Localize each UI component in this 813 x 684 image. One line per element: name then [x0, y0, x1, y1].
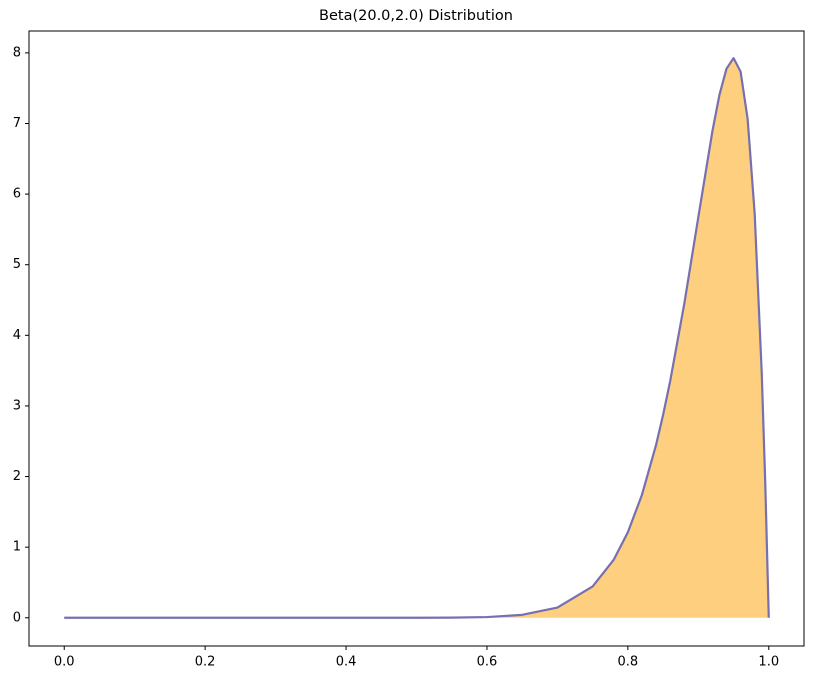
- y-tick-label: 1: [13, 540, 21, 555]
- y-tick-label: 5: [13, 257, 21, 272]
- y-tick-label: 8: [13, 45, 21, 60]
- x-tick-label: 0.2: [195, 655, 216, 670]
- x-tick-label: 0.6: [477, 655, 498, 670]
- x-tick-label: 0.0: [54, 655, 75, 670]
- x-tick-label: 1.0: [758, 655, 779, 670]
- density-line: [64, 57, 770, 619]
- x-tick-label: 0.4: [336, 655, 357, 670]
- x-tick-label: 0.8: [618, 655, 639, 670]
- plot-area: [64, 57, 770, 619]
- y-tick-label: 6: [13, 187, 21, 202]
- y-tick-label: 3: [13, 398, 21, 413]
- y-tick-label: 0: [13, 610, 21, 625]
- y-tick-label: 2: [13, 469, 21, 484]
- axes-frame: [28, 30, 805, 647]
- y-tick-label: 4: [13, 328, 21, 343]
- chart-title: Beta(20.0,2.0) Distribution: [319, 8, 513, 24]
- area-fill: [64, 58, 769, 618]
- y-tick-label: 7: [13, 116, 21, 131]
